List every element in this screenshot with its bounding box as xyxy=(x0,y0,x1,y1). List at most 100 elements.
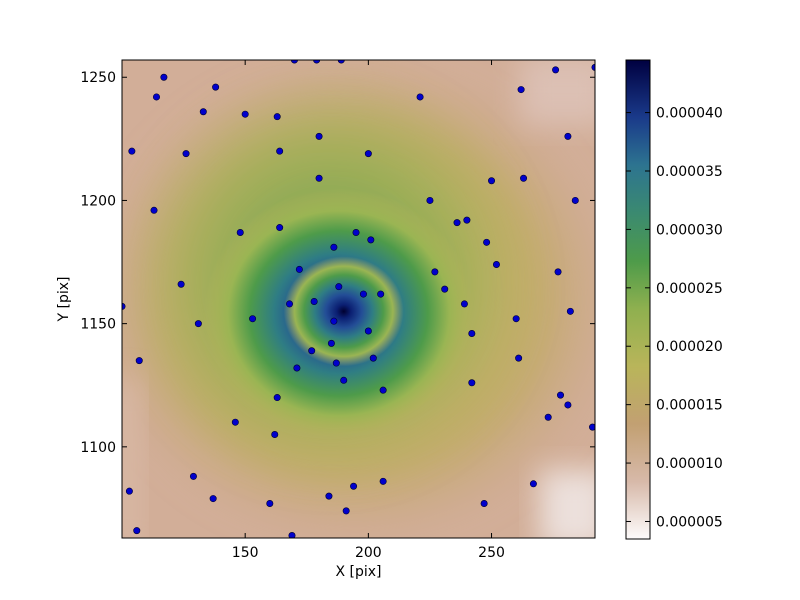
scatter-point xyxy=(330,243,338,251)
scatter-point xyxy=(453,219,461,227)
scatter-point xyxy=(350,482,358,490)
scatter-point xyxy=(480,500,488,508)
colorbar xyxy=(625,59,651,540)
plot-frame xyxy=(121,59,596,539)
x-tick-label: 250 xyxy=(478,545,505,561)
scatter-point xyxy=(327,339,335,347)
scatter-point xyxy=(337,60,345,64)
scatter-point xyxy=(340,376,348,384)
scatter-point xyxy=(212,83,220,91)
colorbar-tick-label: 0.000030 xyxy=(656,222,723,238)
colorbar-tick-label: 0.000035 xyxy=(656,164,723,180)
scatter-point xyxy=(342,507,350,515)
scatter-point xyxy=(199,108,207,116)
scatter-point xyxy=(468,379,476,387)
scatter-point xyxy=(290,60,298,64)
scatter-point xyxy=(194,320,202,328)
scatter-point xyxy=(231,418,239,426)
y-tick-label: 1200 xyxy=(80,193,116,209)
x-axis: 150 200 250 xyxy=(232,60,505,561)
density-corner-top-right xyxy=(520,60,595,125)
scatter-point xyxy=(276,224,284,232)
scatter-point xyxy=(552,66,560,74)
x-tick-label: 200 xyxy=(355,545,382,561)
scatter-point xyxy=(308,347,316,355)
scatter-point xyxy=(177,280,185,288)
colorbar-tick-label: 0.000015 xyxy=(656,398,723,414)
x-axis-label: X [pix] xyxy=(335,564,381,580)
scatter-point xyxy=(325,492,333,500)
scatter-point xyxy=(293,364,301,372)
scatter-point xyxy=(310,297,318,305)
y-tick-label: 1250 xyxy=(80,70,116,86)
scatter-point xyxy=(236,228,244,236)
scatter-point xyxy=(182,150,190,158)
scatter-point xyxy=(554,268,562,276)
scatter-point xyxy=(571,196,579,204)
colorbar-tick-label: 0.000005 xyxy=(656,514,723,530)
scatter-point xyxy=(315,132,323,140)
scatter-point xyxy=(520,174,528,182)
scatter-point xyxy=(249,315,257,323)
scatter-point xyxy=(160,73,168,81)
density-edge-left xyxy=(122,380,140,538)
scatter-point xyxy=(564,401,572,409)
x-tick-label: 150 xyxy=(232,545,259,561)
scatter-point xyxy=(271,431,279,439)
scatter-point xyxy=(364,327,372,335)
scatter-point xyxy=(460,300,468,308)
scatter-point xyxy=(189,472,197,480)
scatter-points xyxy=(122,60,595,538)
scatter-point xyxy=(488,177,496,185)
scatter-point xyxy=(589,423,595,431)
scatter-point xyxy=(483,238,491,246)
colorbar-tick-label: 0.000040 xyxy=(656,106,723,122)
scatter-point xyxy=(512,315,520,323)
scatter-point xyxy=(209,495,217,503)
scatter-point xyxy=(315,174,323,182)
scatter-point xyxy=(286,300,294,308)
density-peak xyxy=(203,188,474,439)
scatter-point xyxy=(364,150,372,158)
scatter-point xyxy=(135,357,143,365)
scatter-point xyxy=(379,386,387,394)
scatter-point xyxy=(468,329,476,337)
y-tick-label: 1150 xyxy=(80,317,116,333)
scatter-point xyxy=(431,268,439,276)
scatter-point xyxy=(352,228,360,236)
scatter-point xyxy=(150,206,158,214)
scatter-point xyxy=(379,477,387,485)
y-axis: 1100 1150 1200 1250 xyxy=(80,70,595,456)
scatter-point xyxy=(288,532,296,538)
scatter-point xyxy=(426,196,434,204)
scatter-point xyxy=(359,290,367,298)
colorbar-tick-label: 0.000020 xyxy=(656,339,723,355)
y-axis-label: Y [pix] xyxy=(56,277,72,323)
colorbar-tick-label: 0.000010 xyxy=(656,456,723,472)
scatter-point xyxy=(463,216,471,224)
density-peak-core xyxy=(283,256,404,367)
density-map xyxy=(122,60,595,538)
scatter-point xyxy=(273,394,281,402)
scatter-point xyxy=(566,307,574,315)
colorbar-ticks: 0.000005 0.000010 0.000015 0.000020 0.000025… xyxy=(626,106,723,530)
scatter-point xyxy=(313,60,321,64)
density-corner-bottom-right xyxy=(540,470,595,538)
y-tick-label: 1100 xyxy=(80,440,116,456)
scatter-point xyxy=(152,93,160,101)
colorbar-tick-label: 0.000025 xyxy=(656,281,723,297)
scatter-point xyxy=(369,354,377,362)
scatter-point xyxy=(335,283,343,291)
scatter-point xyxy=(241,110,249,118)
scatter-point xyxy=(295,265,303,273)
scatter-point xyxy=(273,113,281,121)
scatter-point xyxy=(564,132,572,140)
scatter-point xyxy=(416,93,424,101)
scatter-point xyxy=(367,236,375,244)
scatter-point xyxy=(517,86,525,94)
scatter-point xyxy=(544,413,552,421)
scatter-point xyxy=(441,285,449,293)
scatter-point xyxy=(133,527,141,535)
scatter-point xyxy=(330,317,338,325)
